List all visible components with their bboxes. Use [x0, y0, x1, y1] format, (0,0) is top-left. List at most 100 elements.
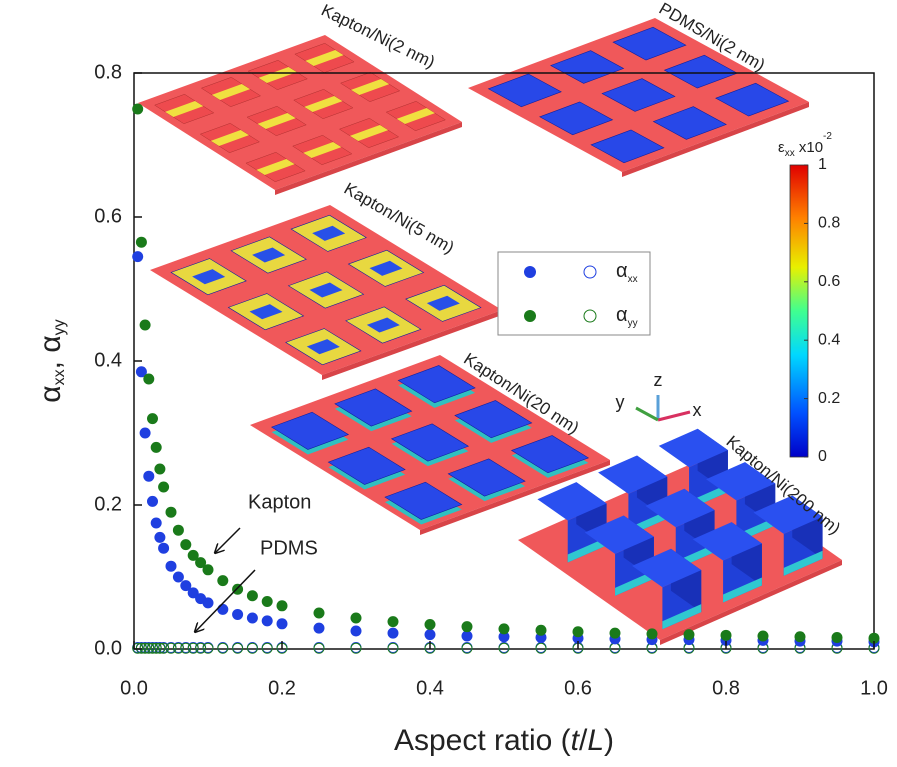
point	[165, 560, 177, 572]
legend-marker	[524, 310, 536, 322]
colorbar-tick-label: 0.8	[818, 215, 840, 232]
open-point	[195, 642, 207, 654]
point	[147, 495, 158, 507]
point	[147, 413, 158, 425]
point	[387, 627, 399, 639]
point	[261, 615, 273, 627]
text-part: t	[571, 724, 581, 757]
point	[794, 631, 806, 643]
point	[195, 557, 207, 569]
legend-box	[497, 251, 651, 336]
cube-top	[753, 495, 823, 534]
colorbar	[789, 164, 809, 458]
legend-marker-open	[583, 309, 597, 323]
y-tick-label: 0.8	[94, 61, 122, 83]
cube-top	[537, 482, 607, 521]
open-point	[313, 642, 325, 654]
tile	[384, 481, 463, 520]
point	[646, 628, 658, 640]
x-tick-label: 0.8	[712, 677, 740, 699]
legend-marker	[524, 266, 536, 278]
open-point	[143, 642, 155, 654]
point	[150, 517, 162, 529]
strip	[396, 107, 435, 125]
strip	[210, 129, 249, 147]
open-point	[202, 642, 214, 654]
open-point	[535, 642, 547, 654]
point	[187, 549, 199, 561]
marks	[132, 103, 880, 654]
strip	[304, 95, 343, 113]
x-tick-label: 1.0	[860, 677, 888, 699]
open-point	[246, 642, 258, 654]
text-part: ε	[778, 139, 785, 156]
open-point	[387, 642, 399, 654]
tile	[487, 73, 562, 108]
text-part: xx	[785, 148, 795, 159]
substrate-edge	[275, 122, 462, 195]
tile	[652, 106, 727, 140]
point	[165, 506, 177, 518]
point	[150, 441, 162, 453]
colorbar-tick-label: 0.2	[818, 390, 840, 407]
tile	[550, 50, 625, 84]
substrate-edge	[322, 310, 502, 380]
point	[498, 631, 510, 643]
tile	[590, 129, 665, 164]
cube-top	[692, 522, 762, 561]
point	[180, 580, 192, 592]
point	[350, 612, 362, 624]
legend-label: αxx	[616, 260, 638, 284]
strip	[349, 124, 389, 142]
legend-marker-open	[583, 265, 597, 279]
cube-top	[706, 462, 776, 501]
point	[350, 625, 362, 637]
strip	[256, 158, 295, 176]
text-part: Aspect ratio (	[394, 724, 571, 757]
open-point	[232, 642, 244, 654]
tile	[447, 458, 526, 497]
x-tick-label: 0.2	[268, 677, 296, 699]
text-part: -2	[823, 131, 832, 142]
point	[154, 463, 166, 475]
x-tick-label: 0.4	[416, 677, 444, 699]
point	[461, 630, 473, 642]
colorbar-tick-label: 0	[818, 448, 827, 465]
tile	[601, 78, 676, 112]
point	[217, 603, 229, 615]
point	[158, 542, 170, 554]
point	[572, 626, 584, 638]
y-tick-label: 0.4	[94, 349, 122, 371]
text-part: α	[616, 304, 628, 326]
strip	[258, 66, 297, 84]
triad-label: x	[693, 400, 702, 420]
annotation: PDMS	[260, 537, 318, 559]
tile-core	[426, 295, 460, 311]
tile	[539, 101, 614, 136]
cube-top	[632, 548, 702, 588]
point	[202, 597, 214, 609]
strip	[303, 141, 342, 159]
point	[261, 595, 273, 607]
text-part: yy	[51, 319, 68, 335]
y-tick-label: 0.2	[94, 493, 122, 515]
point	[172, 524, 184, 536]
open-point	[261, 642, 273, 654]
point	[132, 103, 144, 115]
cube-base	[567, 537, 607, 563]
tile-core	[366, 317, 400, 333]
point	[143, 373, 155, 385]
open-point	[180, 642, 192, 654]
cube-base	[615, 570, 654, 596]
cube-top	[598, 455, 668, 494]
text-part: α	[616, 260, 628, 282]
point	[217, 575, 229, 587]
y-tick-label: 0.6	[94, 205, 122, 227]
point	[202, 564, 214, 576]
point	[683, 629, 695, 641]
colorbar-tick-label: 0.6	[818, 273, 840, 290]
tile-core	[192, 269, 226, 285]
annotation-arrow	[195, 569, 256, 632]
open-point	[217, 642, 229, 654]
